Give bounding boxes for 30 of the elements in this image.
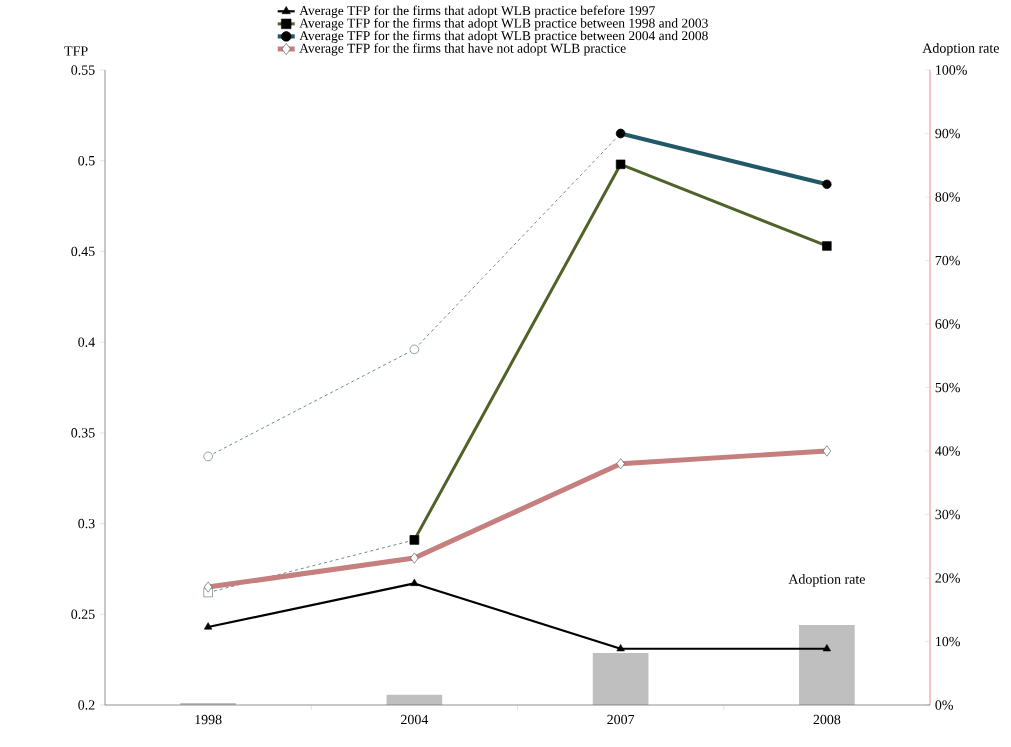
y-axis-title: TFP <box>64 46 88 56</box>
y2-tick-label: 50% <box>935 382 960 393</box>
y2-tick-label: 20% <box>935 573 960 583</box>
legend-label: Average TFP for the firms that adopt WLB practice between 1998 and 2003 <box>299 18 708 31</box>
x-tick-label: 1998 <box>195 714 222 725</box>
y2-tick-label: 30% <box>935 509 960 520</box>
y-tick-label: 0.55 <box>71 65 95 75</box>
y-tick-label: 0.4 <box>78 337 95 347</box>
y2-tick-label: 80% <box>935 192 960 202</box>
y-tick-label: 0.5 <box>78 155 95 166</box>
y2-tick-label: 100% <box>936 65 967 75</box>
y2-tick-label: 90% <box>935 128 960 139</box>
y2-axis-title: Adoption rate <box>922 42 999 56</box>
legend-label: Average TFP for the firms that have not adopt WLB practice <box>299 43 626 56</box>
y2-tick-label: 40% <box>935 446 960 456</box>
y2-tick-label: 70% <box>935 255 960 266</box>
legend-label: Average TFP for the firms that adopt WLB practice between 2004 and 2008 <box>299 30 708 44</box>
y-tick-label: 0.2 <box>78 700 95 710</box>
y-tick-label: 0.25 <box>71 609 95 620</box>
text: Adoption rate <box>788 574 865 587</box>
y-tick-label: 0.35 <box>71 428 95 438</box>
y2-tick-label: 60% <box>935 319 960 329</box>
y2-tick-label: 10% <box>936 636 960 647</box>
y2-tick-label: 0% <box>935 700 953 710</box>
y-tick-label: 0.45 <box>71 246 95 257</box>
x-tick-label: 2004 <box>401 714 429 725</box>
x-tick-label: 2007 <box>607 714 635 725</box>
legend-label: Average TFP for the firms that adopt WLB practice befefore 1997 <box>299 5 655 18</box>
y-tick-label: 0.3 <box>78 518 95 529</box>
x-tick-label: 2008 <box>813 714 841 725</box>
